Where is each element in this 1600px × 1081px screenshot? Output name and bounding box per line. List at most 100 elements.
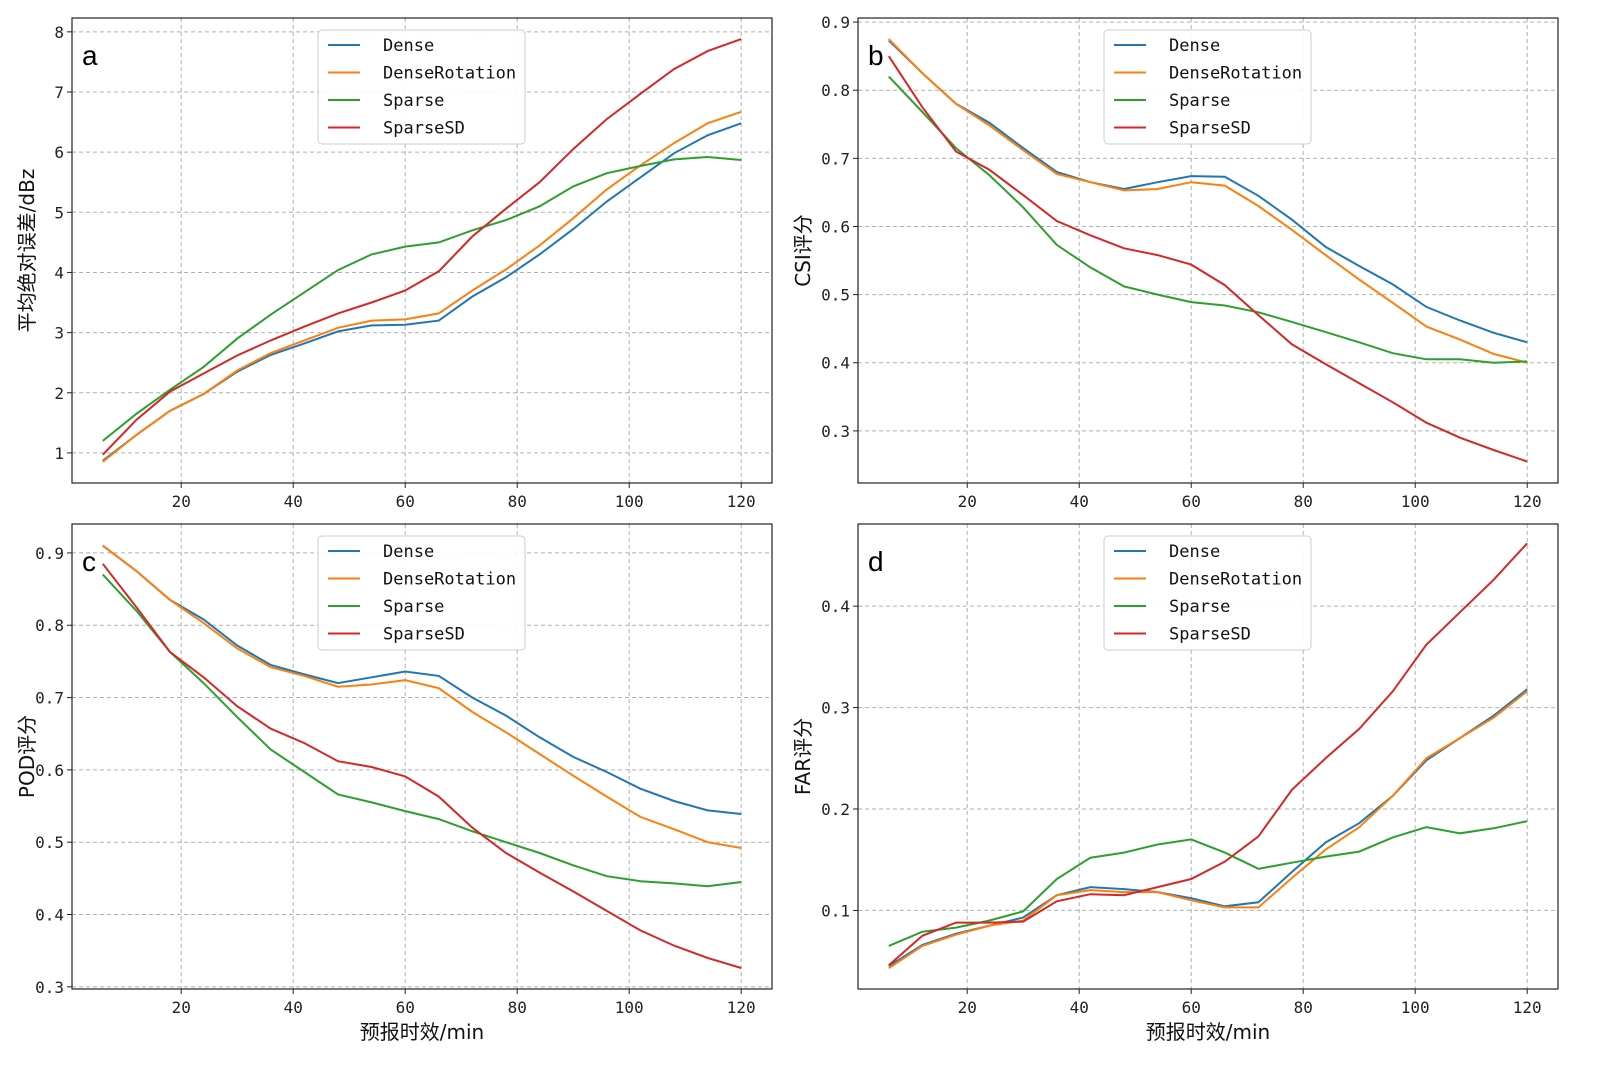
y-tick-label: 3: [54, 324, 64, 343]
x-tick-label: 120: [727, 492, 756, 511]
y-axis-label: POD评分: [15, 715, 39, 798]
x-tick-label: 60: [1182, 998, 1201, 1017]
legend-entry: DenseRotation: [1169, 570, 1302, 590]
y-tick-label: 0.3: [821, 422, 850, 441]
x-tick-label: 20: [172, 492, 191, 511]
x-tick-label: 100: [615, 998, 644, 1017]
series-line-sparse: [888, 75, 1528, 364]
legend: Dense DenseRotation Sparse SparseSD: [1103, 29, 1312, 145]
legend-entry: SparseSD: [383, 119, 465, 139]
series-line-denserotation: [888, 38, 1528, 364]
legend: Dense DenseRotation Sparse SparseSD: [317, 29, 526, 145]
legend-entry: SparseSD: [1169, 625, 1251, 645]
legend: Dense DenseRotation Sparse SparseSD: [1103, 535, 1312, 651]
y-tick-label: 7: [54, 83, 64, 102]
y-tick-label: 0.6: [821, 217, 850, 236]
legend-box: [1103, 29, 1312, 145]
panel-label: b: [868, 40, 884, 71]
series-line-denserotation: [102, 544, 742, 849]
subplot-b: 20 40 60 80 100 120 0.3 0.4 0.5 0.6 0.7 0.8 0.9 b CSI评…: [791, 13, 1559, 511]
x-tick-label: 60: [1182, 492, 1201, 511]
y-tick-label: 0.8: [821, 81, 850, 100]
y-tick-label: 5: [54, 203, 64, 222]
y-tick-label: 0.4: [35, 906, 64, 925]
legend-entry: Dense: [1169, 36, 1220, 56]
legend-entry: Dense: [383, 542, 434, 562]
series-line-sparsesd: [887, 55, 1528, 463]
axes-frame: [857, 523, 1559, 990]
x-tick-label: 80: [508, 492, 527, 511]
legend: Dense DenseRotation Sparse SparseSD: [317, 535, 526, 651]
series-line-sparsesd: [888, 542, 1528, 966]
subplot-d: 20 40 60 80 100 120 0.1 0.2 0.3 0.4 d FAR评分预报时效/min…: [791, 523, 1559, 1044]
series-line-sparse: [888, 820, 1528, 947]
series-line-dense: [888, 39, 1528, 344]
x-tick-label: 80: [1294, 492, 1313, 511]
y-tick-label: 0.9: [821, 13, 850, 32]
y-tick-label: 0.5: [35, 833, 64, 852]
y-tick-label: 0.6: [35, 761, 64, 780]
x-tick-label: 100: [1401, 998, 1430, 1017]
x-tick-label: 120: [1513, 998, 1542, 1017]
x-tick-label: 60: [396, 492, 415, 511]
x-tick-label: 20: [958, 998, 977, 1017]
series-line-sparsesd: [102, 38, 742, 456]
series-line-denserotation: [888, 690, 1528, 970]
panel-label: a: [82, 40, 98, 71]
x-axis-label: 预报时效/min: [360, 1020, 484, 1044]
x-tick-label: 80: [1294, 998, 1313, 1017]
y-tick-label: 0.8: [35, 616, 64, 635]
y-tick-label: 2: [54, 384, 64, 403]
x-tick-label: 40: [1070, 492, 1089, 511]
axes-frame: [71, 523, 773, 990]
y-tick-label: 0.1: [821, 901, 850, 920]
x-tick-label: 120: [1513, 492, 1542, 511]
x-tick-label: 80: [508, 998, 527, 1017]
x-tick-label: 100: [615, 492, 644, 511]
legend-entry: SparseSD: [1169, 119, 1251, 139]
series-line-sparsesd: [102, 563, 742, 969]
y-tick-label: 0.7: [35, 689, 64, 708]
x-axis-label: 预报时效/min: [1146, 1020, 1270, 1044]
legend-entry: DenseRotation: [383, 570, 516, 590]
legend-box: [1103, 535, 1312, 651]
x-tick-label: 40: [284, 998, 303, 1017]
y-tick-label: 8: [54, 23, 64, 42]
legend-entry: Sparse: [1169, 597, 1230, 617]
legend-entry: Sparse: [1169, 91, 1230, 111]
y-tick-label: 0.4: [821, 354, 850, 373]
x-tick-label: 60: [396, 998, 415, 1017]
y-axis-label: CSI评分: [791, 214, 815, 287]
subplot-a: 20 40 60 80 100 12012345678a平均绝对误差/dBzDenseDe…: [15, 17, 773, 511]
legend-entry: DenseRotation: [383, 64, 516, 84]
y-axis-label: 平均绝对误差/dBz: [15, 169, 39, 333]
panel-label: d: [868, 546, 884, 577]
legend-entry: DenseRotation: [1169, 64, 1302, 84]
legend-entry: SparseSD: [383, 625, 465, 645]
series-line-dense: [102, 544, 742, 815]
legend-entry: Sparse: [383, 91, 444, 111]
x-tick-label: 100: [1401, 492, 1430, 511]
y-tick-label: 0.2: [821, 800, 850, 819]
x-tick-label: 120: [727, 998, 756, 1017]
y-tick-label: 0.3: [35, 978, 64, 997]
axes-frame: [857, 17, 1559, 484]
legend-entry: Sparse: [383, 597, 444, 617]
x-tick-label: 20: [958, 492, 977, 511]
subplot-c: 20 40 60 80 100 120 0.3 0.4 0.5 0.6 0.7 0.8 0.9 c POD评…: [15, 523, 773, 1044]
series-line-denserotation: [102, 110, 742, 463]
y-tick-label: 6: [54, 143, 64, 162]
legend-box: [317, 29, 526, 145]
panel-label: c: [82, 546, 96, 577]
y-tick-label: 1: [54, 444, 64, 463]
y-tick-label: 0.7: [821, 149, 850, 168]
series-line-sparse: [102, 155, 742, 442]
axes-frame: [71, 17, 773, 484]
legend-box: [317, 535, 526, 651]
y-tick-label: 0.3: [821, 699, 850, 718]
y-tick-label: 0.5: [821, 286, 850, 305]
legend-entry: Dense: [383, 36, 434, 56]
y-tick-label: 4: [54, 263, 64, 282]
series-line-sparse: [102, 573, 742, 888]
